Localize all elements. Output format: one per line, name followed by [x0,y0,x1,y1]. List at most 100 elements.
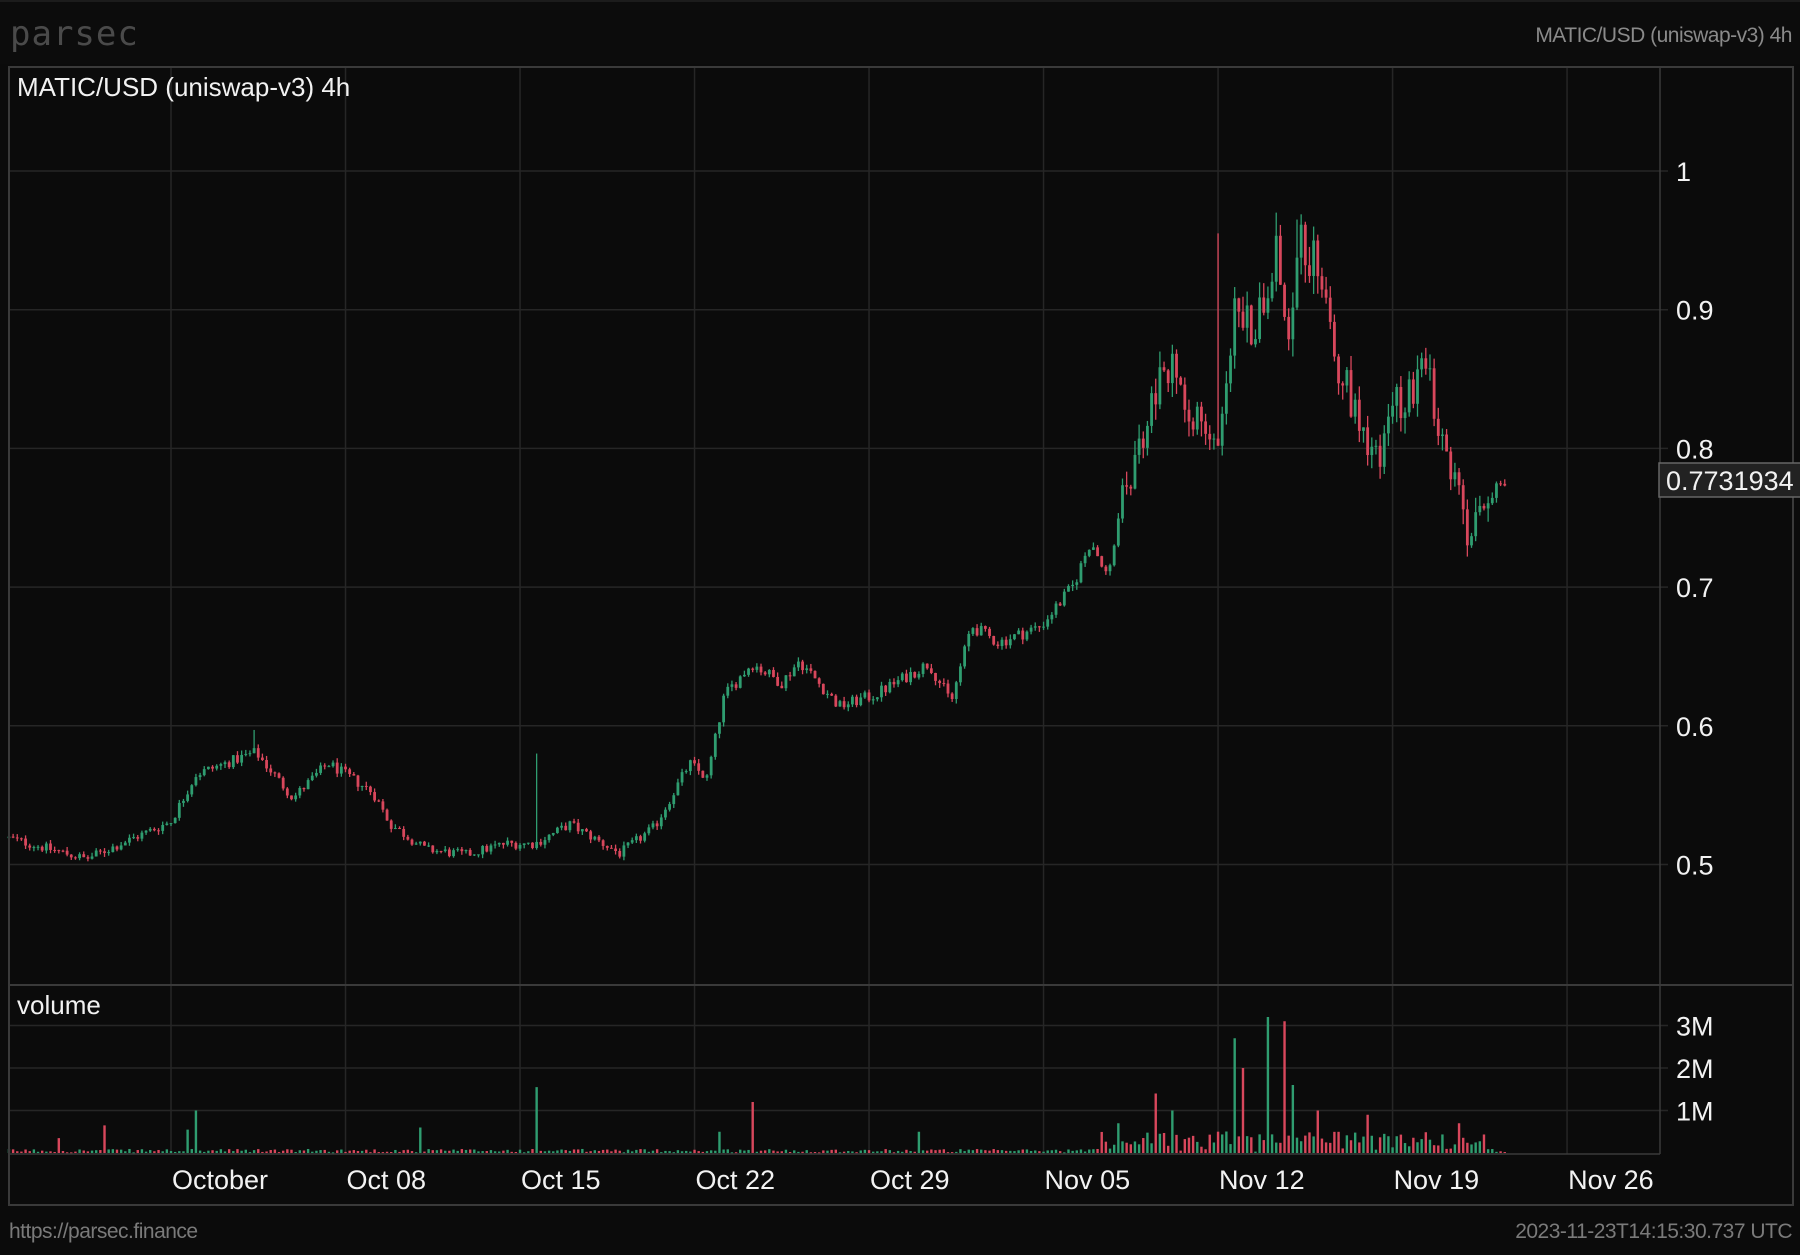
candle-body [875,697,879,700]
volume-bar [373,1149,376,1153]
candle-body [859,697,863,706]
candle-body [917,673,921,678]
candle-body [302,787,306,790]
candle-body [1183,384,1187,410]
volume-bar [1374,1149,1378,1153]
volume-bar [356,1150,360,1153]
candle-body [1428,368,1432,370]
volume-bar [896,1150,900,1153]
candle-body [950,693,954,699]
volume-bar [178,1151,181,1153]
volume-bar [489,1150,493,1153]
candle-body [1058,603,1062,606]
candle-body [925,663,929,669]
volume-bar [992,1149,995,1153]
volume-bar [1428,1139,1432,1153]
candle-body [57,850,61,852]
volume-bar [464,1149,468,1153]
volume-bar [1304,1135,1307,1153]
volume-bar [1329,1142,1332,1153]
volume-bar [942,1149,946,1153]
volume-bar [24,1149,27,1153]
volume-bar [161,1151,164,1153]
candle-body [1087,549,1091,556]
volume-bar [568,1150,572,1153]
candle-body [252,748,256,754]
volume-bar [747,1149,750,1153]
volume-bar [934,1150,937,1153]
candle-body [934,672,937,681]
volume-bar [1063,1152,1066,1154]
volume-bar [115,1149,119,1153]
candle-body [107,852,111,854]
candle-body [468,850,472,856]
volume-bar [1295,1137,1299,1153]
candle-body [668,804,671,810]
volume-bar [53,1151,56,1153]
volume-bar [265,1151,268,1153]
candle-body [1316,240,1320,277]
candle-body [967,633,971,647]
volume-bar [128,1148,131,1153]
candle-body [452,850,455,857]
candle-body [551,832,555,835]
volume-bar [182,1151,185,1153]
volume-bar [1445,1148,1448,1153]
volume-bar [718,1131,721,1153]
volume-bar [676,1150,680,1153]
candle-body [1357,399,1361,431]
volume-bar [1432,1145,1436,1153]
volume-bar [1009,1150,1012,1153]
candle-body [772,669,775,677]
candle-body [1324,289,1328,298]
volume-bar [1000,1150,1004,1153]
candle-body [1025,631,1029,640]
volume-bar [132,1152,135,1154]
candle-body [1266,298,1270,313]
volume-bar [1125,1142,1128,1153]
parsec-logo[interactable]: parsec [10,14,139,54]
last-price-label: 0.7731934 [1666,466,1794,496]
candle-body [1478,505,1482,513]
candle-body [406,836,410,840]
volume-bar [581,1148,584,1153]
candle-body [593,836,597,840]
candle-body [693,760,696,764]
volume-bar [11,1149,15,1153]
candle-body [1029,627,1033,632]
candle-body [697,763,701,771]
candle-body [481,845,485,855]
volume-bar [306,1148,310,1153]
last-price-box [1658,462,1800,498]
volume-bar [153,1151,156,1153]
candle-body [90,856,94,859]
candle-body [439,850,443,852]
candle-body [979,626,983,636]
volume-bar [543,1151,547,1153]
volume-bar [323,1149,326,1153]
volume-bar [1042,1151,1045,1153]
volume-bar [759,1150,763,1153]
volume-bar [1349,1140,1353,1153]
volume-bar [946,1152,950,1154]
volume-bar [1212,1142,1216,1153]
candle-body [78,854,81,859]
volume-bar [552,1151,555,1153]
volume-bar [111,1149,115,1153]
candle-body [909,672,912,683]
volume-bar [1362,1136,1365,1153]
volume-bar [697,1151,700,1153]
candle-body [506,840,509,845]
candle-body [622,845,626,857]
volume-bar [473,1149,476,1153]
volume-bar [668,1151,671,1153]
volume-bar [1050,1150,1054,1153]
volume-bar [1308,1132,1311,1153]
candle-body [1092,547,1095,550]
volume-bar [1058,1151,1062,1153]
volume-bar [169,1151,173,1153]
volume-bar [522,1152,526,1154]
volume-bar [327,1151,331,1153]
footer-url-link[interactable]: https://parsec.finance [9,1220,198,1243]
